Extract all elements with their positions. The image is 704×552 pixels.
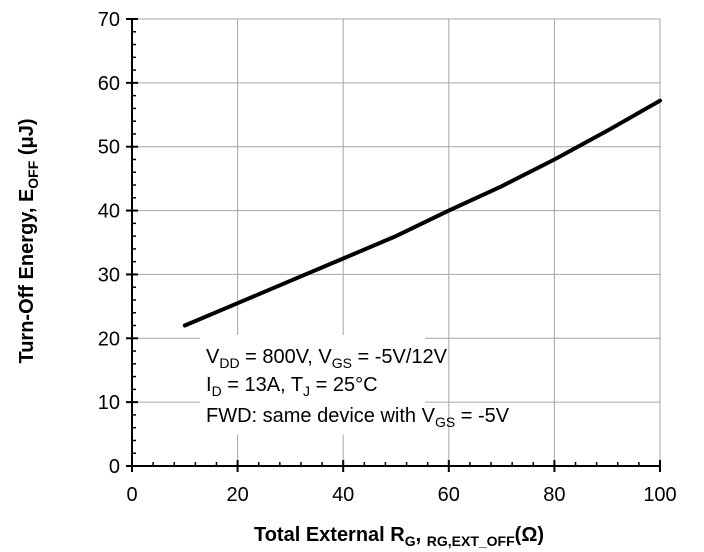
x-tick-label: 100 [643,484,676,506]
y-tick-label: 40 [98,201,120,223]
x-tick-label: 0 [126,484,137,506]
series-line [182,98,662,328]
ticks: 0 20 40 60 80 100 0 10 20 30 40 50 60 70 [98,9,677,506]
x-axis-title: Total External RG, RG,EXT_OFF(Ω) [254,524,544,549]
x-tick-label: 80 [543,484,565,506]
y-axis-title: Turn-Off Energy, EOFF (μJ) [16,118,41,363]
x-tick-label: 20 [226,484,248,506]
axes [131,19,660,467]
y-tick-label: 20 [98,328,120,350]
y-tick-label: 60 [98,73,120,95]
x-tick-label: 60 [438,484,460,506]
annotation-line-3: FWD: same device with VGS = -5V [206,405,510,430]
minor-ticks [132,31,640,466]
annotation-box [200,335,425,435]
series [182,98,662,328]
y-tick-label: 50 [98,137,120,159]
y-tick-label: 10 [98,392,120,414]
y-tick-label: 0 [109,456,120,478]
x-tick-label: 40 [332,484,354,506]
annotation-line-1: VDD = 800V, VGS = -5V/12V [206,346,448,371]
annotation-line-2: ID = 13A, TJ = 25°C [206,374,378,399]
y-tick-label: 70 [98,9,120,31]
y-tick-label: 30 [98,264,120,286]
